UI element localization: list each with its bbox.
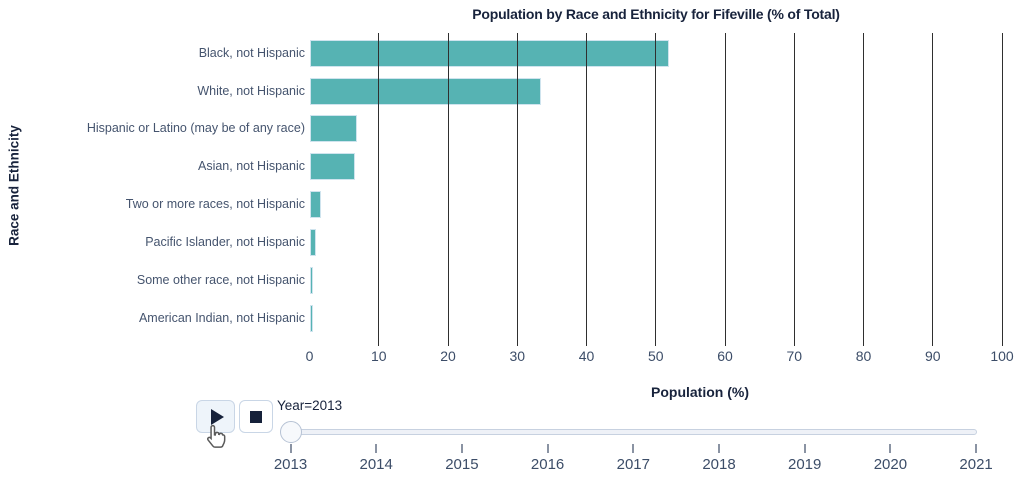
bar[interactable] xyxy=(309,191,322,219)
slider-tick xyxy=(632,444,635,453)
slider-tick xyxy=(460,444,463,453)
slider-tick xyxy=(289,444,292,453)
slider-year-tick-label: 2014 xyxy=(359,456,393,473)
slider-year-tick-label: 2021 xyxy=(959,456,993,473)
slider-year-label: Year=2013 xyxy=(277,398,343,413)
slider-year-tick-label: 2019 xyxy=(788,456,822,473)
category-label: American Indian, not Hispanic xyxy=(138,310,305,325)
x-tick-label: 60 xyxy=(717,348,733,364)
x-tick-label: 20 xyxy=(440,348,456,364)
gridline xyxy=(655,33,657,346)
slider-handle[interactable] xyxy=(280,421,302,443)
slider-year-tick-label: 2020 xyxy=(873,456,908,473)
gridline xyxy=(793,33,795,346)
bar[interactable] xyxy=(309,304,313,332)
bar[interactable] xyxy=(309,266,313,294)
x-tick-label: 70 xyxy=(786,348,803,364)
gridline xyxy=(1001,33,1003,346)
x-axis-title: Population (%) xyxy=(651,384,749,400)
x-tick-label: 50 xyxy=(647,348,664,364)
slider-tick xyxy=(375,444,378,453)
play-icon xyxy=(210,408,224,425)
slider-year-tick-label: 2015 xyxy=(445,456,479,473)
bar[interactable] xyxy=(309,39,669,67)
gridline xyxy=(932,33,934,346)
category-label: Hispanic or Latino (may be of any race) xyxy=(86,121,305,136)
category-label: Two or more races, not Hispanic xyxy=(125,197,305,212)
category-label: Pacific Islander, not Hispanic xyxy=(145,234,305,249)
bar[interactable] xyxy=(309,228,317,256)
slider-tick xyxy=(546,444,549,453)
gridline xyxy=(724,33,726,346)
slider-tick xyxy=(975,444,978,453)
category-label: Some other race, not Hispanic xyxy=(136,272,305,287)
gridline xyxy=(378,33,380,346)
chart-title: Population by Race and Ethnicity for Fif… xyxy=(472,6,840,22)
category-label: Asian, not Hispanic xyxy=(197,159,305,174)
stop-icon xyxy=(250,410,262,423)
category-label: Black, not Hispanic xyxy=(198,45,305,60)
bar[interactable] xyxy=(309,115,357,143)
x-tick-label: 10 xyxy=(370,348,387,364)
x-tick-label: 80 xyxy=(855,348,872,364)
gridline xyxy=(586,33,587,346)
slider-year-tick-label: 2018 xyxy=(702,456,736,473)
bar[interactable] xyxy=(309,153,356,181)
gridline xyxy=(863,33,864,346)
category-label: White, not Hispanic xyxy=(197,83,305,98)
x-tick-label: 0 xyxy=(305,348,314,364)
stop-button[interactable] xyxy=(239,400,273,433)
slider-year-tick-label: 2013 xyxy=(273,456,308,473)
x-tick-label: 40 xyxy=(578,348,595,364)
slider-year-tick-label: 2017 xyxy=(616,456,650,473)
slider-year-tick-label: 2016 xyxy=(530,456,565,473)
bar[interactable] xyxy=(309,77,541,105)
slider-tick xyxy=(889,444,892,453)
x-tick-label: 100 xyxy=(990,348,1014,364)
slider-track[interactable] xyxy=(285,429,977,435)
gridline xyxy=(516,33,518,346)
x-tick-label: 30 xyxy=(509,348,526,364)
play-button[interactable] xyxy=(196,400,235,433)
x-tick-label: 90 xyxy=(924,348,941,364)
gridline xyxy=(447,33,449,346)
slider-tick xyxy=(718,444,720,453)
slider-tick xyxy=(803,444,806,453)
